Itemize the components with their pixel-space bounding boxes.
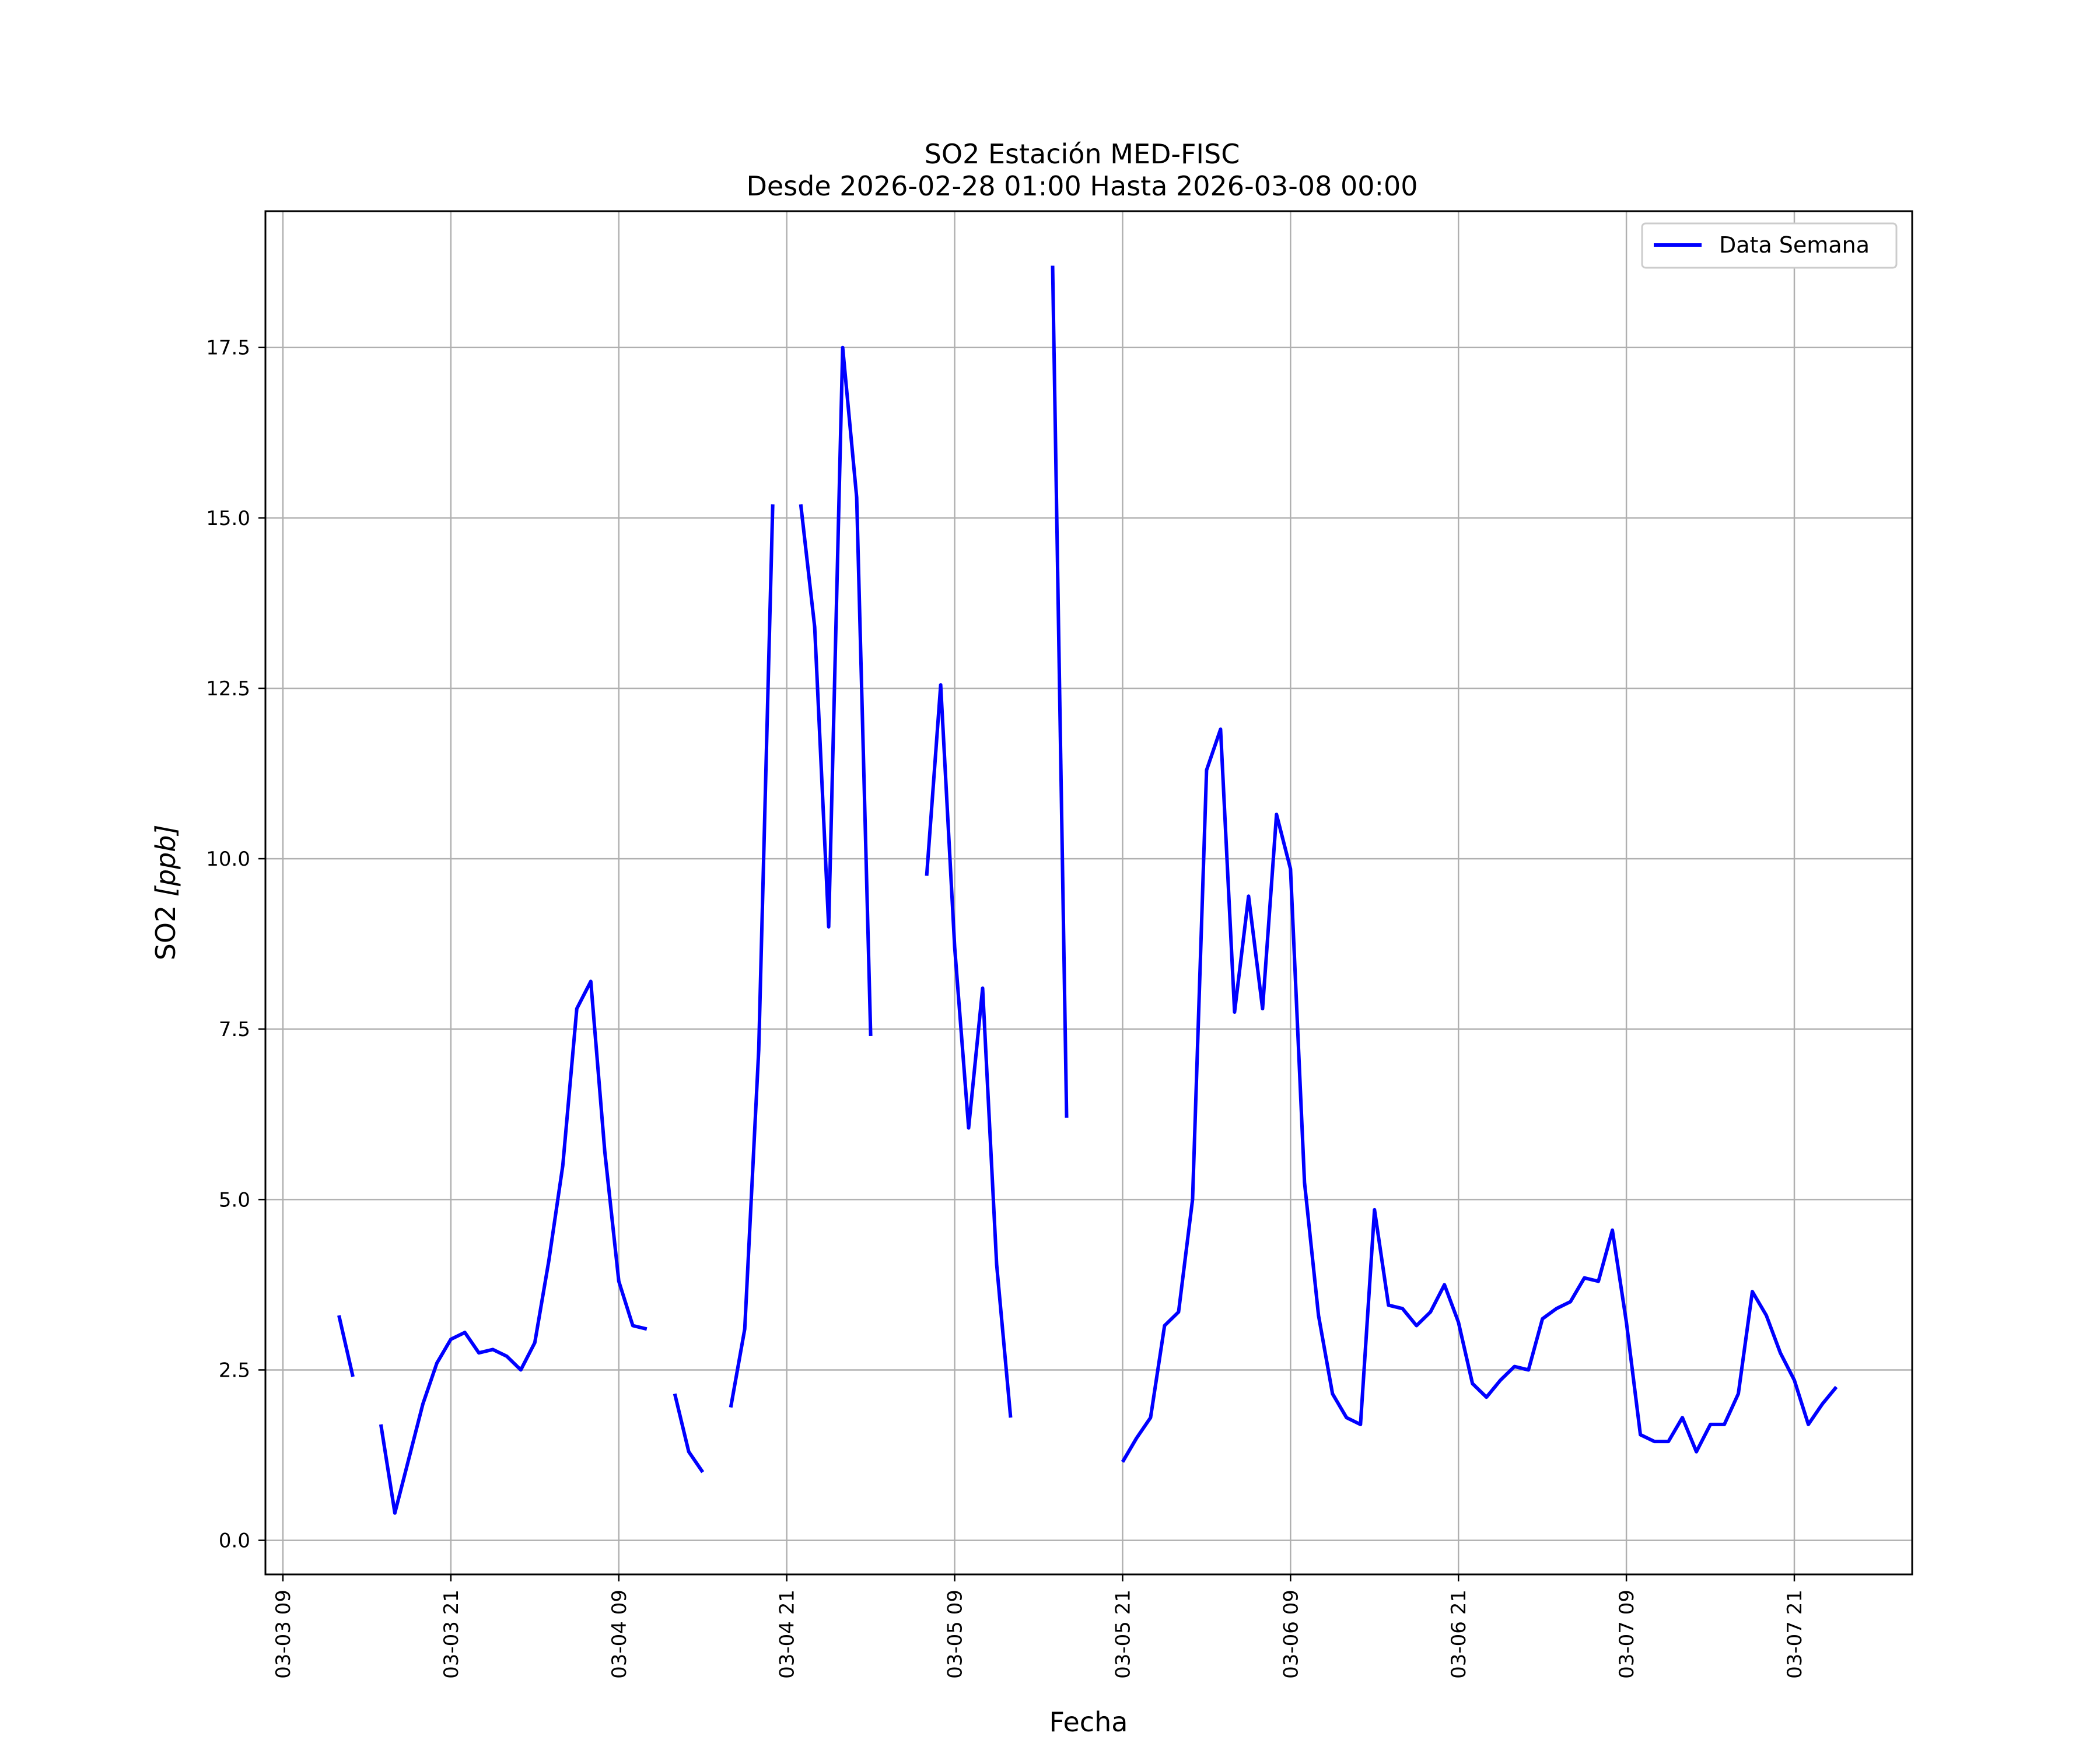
y-tick-label: 0.0 bbox=[219, 1530, 250, 1553]
y-axis-label-main: SO2 bbox=[150, 897, 181, 960]
series-line-segment-1 bbox=[379, 979, 648, 1515]
y-tick-label: 15.0 bbox=[206, 507, 250, 530]
chart-title: SO2 Estación MED-FISC bbox=[925, 138, 1240, 170]
x-tick-label: 03-06 21 bbox=[1447, 1590, 1471, 1679]
x-tick-label: 03-04 21 bbox=[776, 1590, 799, 1679]
series-line-segment-0 bbox=[337, 1315, 355, 1377]
y-tick-label: 5.0 bbox=[219, 1188, 250, 1212]
y-tick-label: 7.5 bbox=[219, 1018, 250, 1041]
series-line-segment-7 bbox=[1121, 727, 1838, 1463]
legend: Data Semana bbox=[1641, 222, 1898, 269]
legend-box bbox=[1641, 222, 1898, 269]
x-tick-label: 03-07 09 bbox=[1615, 1590, 1639, 1679]
y-axis-label-unit: [ppb] bbox=[150, 825, 181, 897]
plot-area-frame bbox=[264, 210, 1913, 1576]
legend-label: Data Semana bbox=[1719, 232, 1870, 258]
x-tick-label: 03-05 09 bbox=[944, 1590, 967, 1679]
y-tick-label: 17.5 bbox=[206, 337, 250, 360]
x-grid-lines bbox=[282, 211, 1796, 1574]
y-grid-lines bbox=[265, 346, 1912, 1541]
y-tick-label: 2.5 bbox=[219, 1359, 250, 1382]
x-tick-label: 03-05 21 bbox=[1111, 1590, 1135, 1679]
y-axis-label: SO2 [ppb] bbox=[150, 825, 181, 961]
chart-subtitle: Desde 2026-02-28 01:00 Hasta 2026-03-08 … bbox=[746, 170, 1418, 202]
x-tick-label: 03-06 09 bbox=[1279, 1590, 1303, 1679]
y-tick-label: 10.0 bbox=[206, 848, 250, 871]
series-line-segment-4 bbox=[799, 345, 873, 1036]
series-layer bbox=[337, 265, 1838, 1515]
x-axis-label: Fecha bbox=[1049, 1706, 1128, 1738]
x-tick-label: 03-03 21 bbox=[440, 1590, 463, 1679]
series-line-segment-5 bbox=[925, 683, 1013, 1418]
x-axis-ticks: 03-03 09 03-03 21 03-04 09 03-04 21 03-05 09… bbox=[272, 1574, 1807, 1679]
x-tick-label: 03-07 21 bbox=[1783, 1590, 1807, 1679]
series-line-segment-6 bbox=[1051, 265, 1069, 1118]
series-line-segment-2 bbox=[673, 1393, 705, 1474]
y-axis-ticks: 0.0 2.5 5.0 7.5 10.0 12.5 15.0 17.5 bbox=[206, 337, 265, 1553]
y-tick-label: 12.5 bbox=[206, 677, 250, 701]
x-tick-label: 03-04 09 bbox=[608, 1590, 631, 1679]
x-tick-label: 03-03 09 bbox=[272, 1590, 295, 1679]
series-line-segment-3 bbox=[729, 504, 775, 1408]
